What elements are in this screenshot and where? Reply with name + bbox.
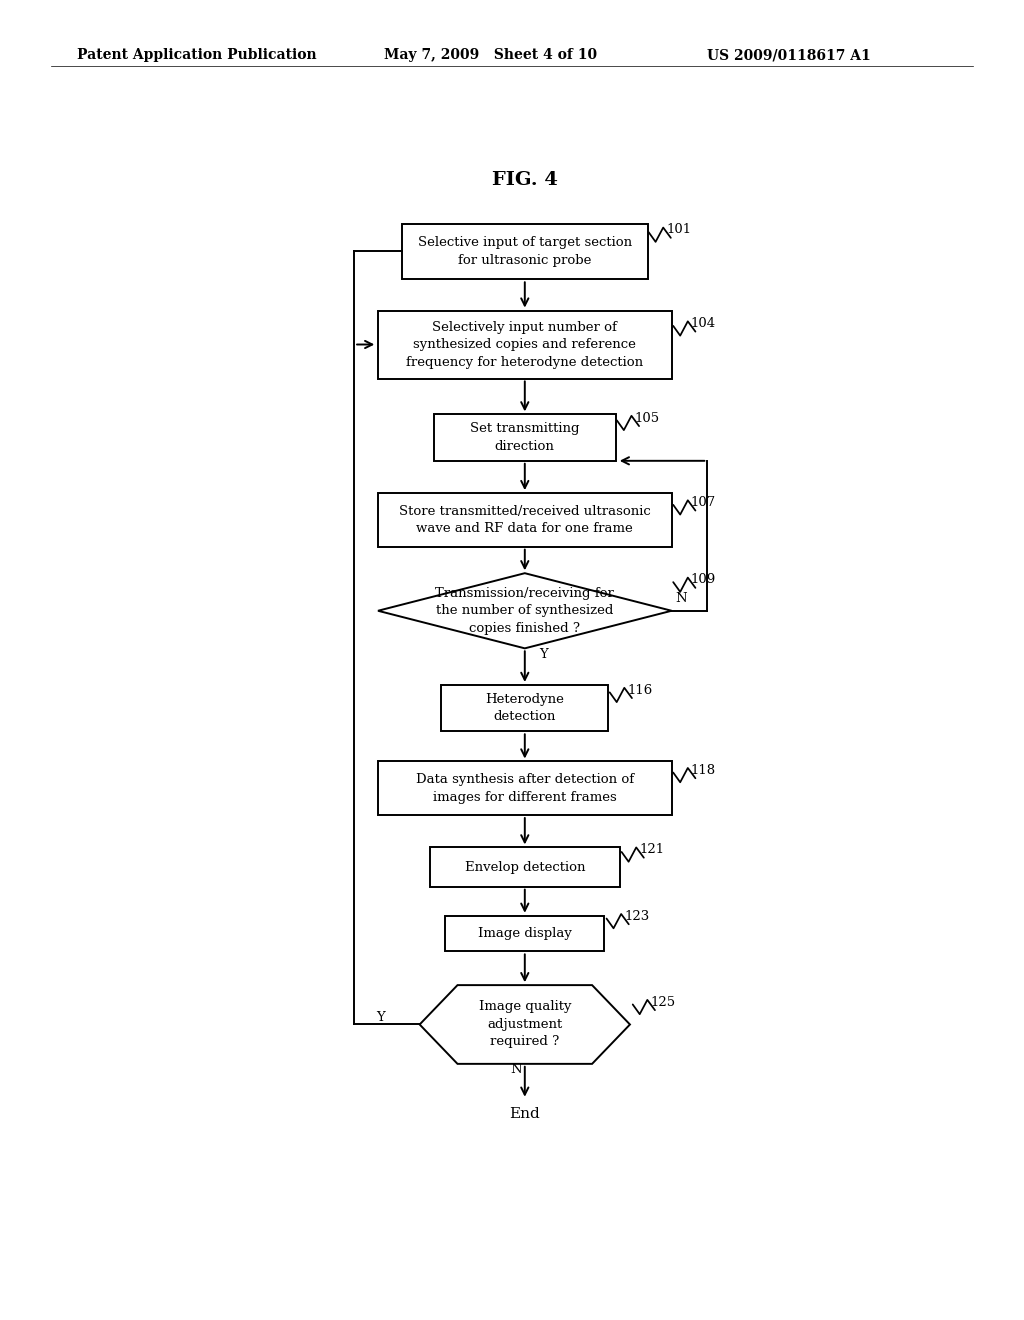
Bar: [430, 847, 621, 887]
Polygon shape: [420, 985, 630, 1064]
Text: Image display: Image display: [478, 927, 571, 940]
Bar: [378, 310, 672, 379]
Text: Data synthesis after detection of
images for different frames: Data synthesis after detection of images…: [416, 774, 634, 804]
Text: Selectively input number of
synthesized copies and reference
frequency for heter: Selectively input number of synthesized …: [407, 321, 643, 368]
Text: 123: 123: [624, 909, 649, 923]
Bar: [441, 685, 608, 731]
Text: Heterodyne
detection: Heterodyne detection: [485, 693, 564, 723]
Text: FIG. 4: FIG. 4: [492, 170, 558, 189]
Bar: [445, 916, 604, 952]
Text: Transmission/receiving for
the number of synthesized
copies finished ?: Transmission/receiving for the number of…: [435, 587, 614, 635]
Text: Y: Y: [539, 648, 548, 660]
Bar: [433, 414, 616, 461]
Polygon shape: [378, 573, 672, 648]
Text: End: End: [509, 1106, 541, 1121]
Text: Y: Y: [376, 1011, 385, 1024]
Text: Store transmitted/received ultrasonic
wave and RF data for one frame: Store transmitted/received ultrasonic wa…: [399, 504, 650, 535]
Text: US 2009/0118617 A1: US 2009/0118617 A1: [707, 49, 870, 62]
Text: N: N: [676, 593, 687, 605]
Text: Patent Application Publication: Patent Application Publication: [77, 49, 316, 62]
Text: Selective input of target section
for ultrasonic probe: Selective input of target section for ul…: [418, 236, 632, 267]
Text: Image quality
adjustment
required ?: Image quality adjustment required ?: [478, 1001, 571, 1048]
Bar: [401, 223, 648, 280]
Text: N: N: [511, 1063, 522, 1076]
Text: May 7, 2009   Sheet 4 of 10: May 7, 2009 Sheet 4 of 10: [384, 49, 597, 62]
Bar: [378, 762, 672, 816]
Text: 104: 104: [690, 317, 716, 330]
Text: 121: 121: [639, 843, 665, 857]
Text: Set transmitting
direction: Set transmitting direction: [470, 422, 580, 453]
Text: 125: 125: [650, 995, 675, 1008]
Text: 109: 109: [690, 573, 716, 586]
Text: 105: 105: [634, 412, 659, 425]
Text: 118: 118: [690, 764, 716, 777]
Text: 101: 101: [666, 223, 691, 236]
Text: 116: 116: [627, 684, 652, 697]
Bar: [378, 494, 672, 546]
Text: Envelop detection: Envelop detection: [465, 861, 585, 874]
Text: 107: 107: [690, 496, 716, 510]
